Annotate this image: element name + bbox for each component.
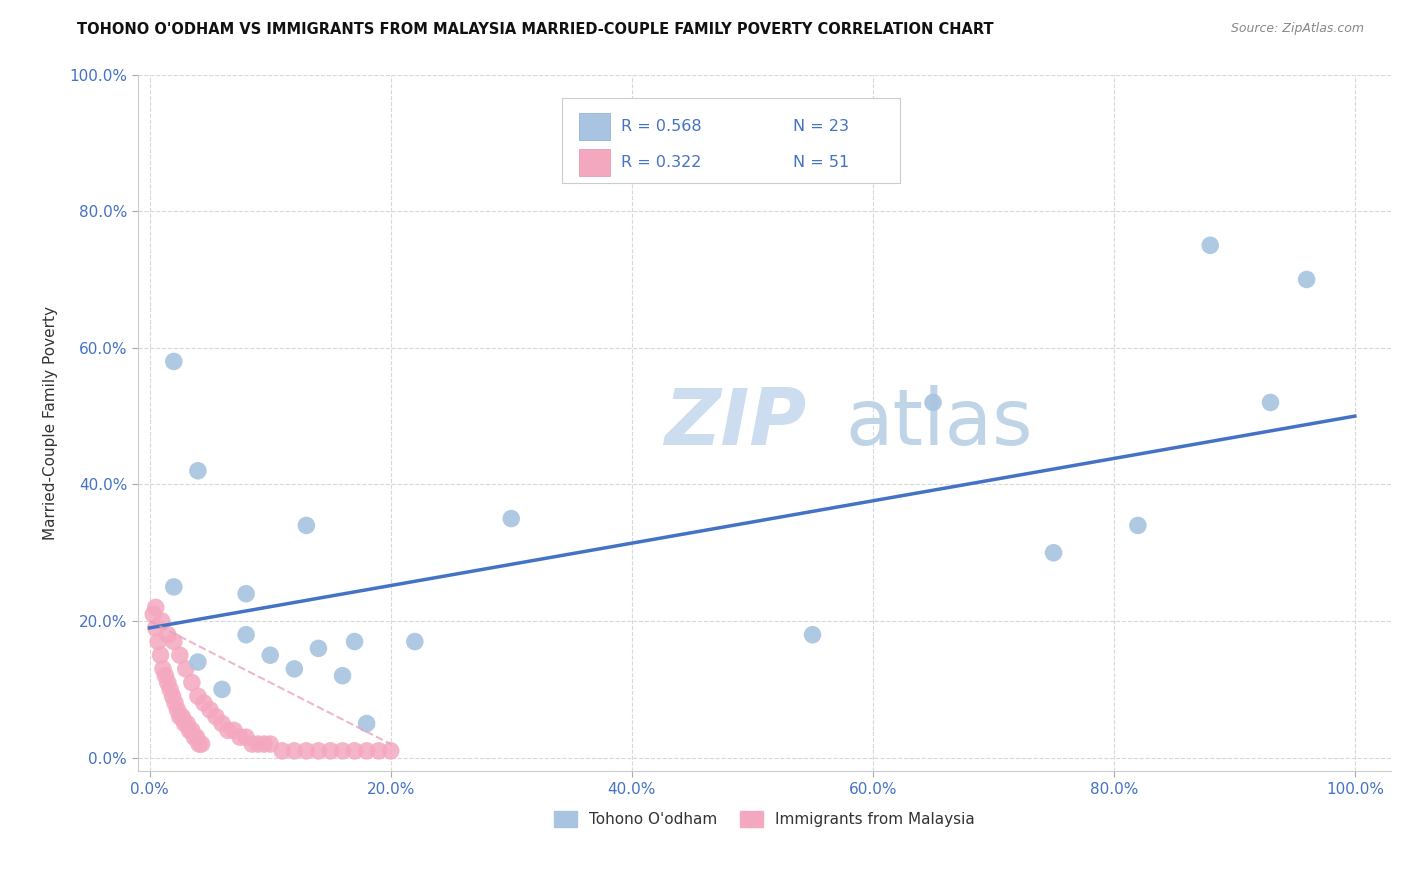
Point <box>187 655 209 669</box>
Point <box>163 634 186 648</box>
Point <box>179 723 201 738</box>
Point <box>259 737 281 751</box>
Point <box>356 744 378 758</box>
Point <box>163 580 186 594</box>
Point <box>174 662 197 676</box>
Point <box>155 669 177 683</box>
Point <box>367 744 389 758</box>
Point <box>187 690 209 704</box>
Point <box>235 587 257 601</box>
Point <box>332 669 354 683</box>
Point <box>180 675 202 690</box>
Point <box>380 744 402 758</box>
Point <box>801 628 824 642</box>
Legend: Tohono O'odham, Immigrants from Malaysia: Tohono O'odham, Immigrants from Malaysia <box>547 805 981 833</box>
Point <box>198 703 221 717</box>
Point <box>145 621 167 635</box>
Point <box>271 744 294 758</box>
Point <box>235 628 257 642</box>
Point <box>332 744 354 758</box>
Point <box>222 723 245 738</box>
Point <box>146 634 169 648</box>
Text: N = 51: N = 51 <box>793 155 849 169</box>
Point <box>169 648 191 663</box>
Point <box>259 648 281 663</box>
Point <box>183 730 205 744</box>
Point <box>1260 395 1282 409</box>
Point <box>501 511 523 525</box>
Point <box>283 744 305 758</box>
Point <box>156 628 179 642</box>
Point <box>295 744 318 758</box>
Point <box>1042 546 1064 560</box>
Point <box>142 607 165 622</box>
Point <box>180 723 202 738</box>
Point <box>1126 518 1149 533</box>
Point <box>150 614 173 628</box>
Point <box>343 744 366 758</box>
Point <box>172 709 194 723</box>
Point <box>247 737 270 751</box>
Point <box>211 716 233 731</box>
Point <box>162 690 184 704</box>
Point <box>319 744 342 758</box>
Point <box>283 662 305 676</box>
Point <box>163 354 186 368</box>
Point <box>163 696 186 710</box>
Text: TOHONO O'ODHAM VS IMMIGRANTS FROM MALAYSIA MARRIED-COUPLE FAMILY POVERTY CORRELA: TOHONO O'ODHAM VS IMMIGRANTS FROM MALAYS… <box>77 22 994 37</box>
Text: ZIP: ZIP <box>664 385 806 461</box>
Point <box>159 682 181 697</box>
Point <box>152 662 174 676</box>
Text: R = 0.322: R = 0.322 <box>621 155 702 169</box>
Text: atlas: atlas <box>846 385 1033 461</box>
Point <box>343 634 366 648</box>
Point <box>295 518 318 533</box>
Point <box>240 737 263 751</box>
Point <box>307 641 329 656</box>
Point <box>149 648 172 663</box>
Point <box>217 723 239 738</box>
Text: R = 0.568: R = 0.568 <box>621 120 702 134</box>
Point <box>186 730 208 744</box>
Point <box>1295 272 1317 286</box>
Point <box>173 716 195 731</box>
Point <box>235 730 257 744</box>
Point <box>176 716 198 731</box>
Point <box>166 703 188 717</box>
Point <box>404 634 426 648</box>
Point <box>193 696 215 710</box>
Point <box>211 682 233 697</box>
Text: N = 23: N = 23 <box>793 120 849 134</box>
Point <box>188 737 211 751</box>
Point <box>307 744 329 758</box>
Point <box>1199 238 1222 252</box>
Text: Source: ZipAtlas.com: Source: ZipAtlas.com <box>1230 22 1364 36</box>
Point <box>187 464 209 478</box>
Y-axis label: Married-Couple Family Poverty: Married-Couple Family Poverty <box>44 306 58 540</box>
Point <box>169 709 191 723</box>
Point <box>145 600 167 615</box>
Point <box>229 730 252 744</box>
Point <box>922 395 945 409</box>
Point <box>205 709 228 723</box>
Point <box>190 737 212 751</box>
Point <box>253 737 276 751</box>
Point <box>156 675 179 690</box>
Point <box>356 716 378 731</box>
